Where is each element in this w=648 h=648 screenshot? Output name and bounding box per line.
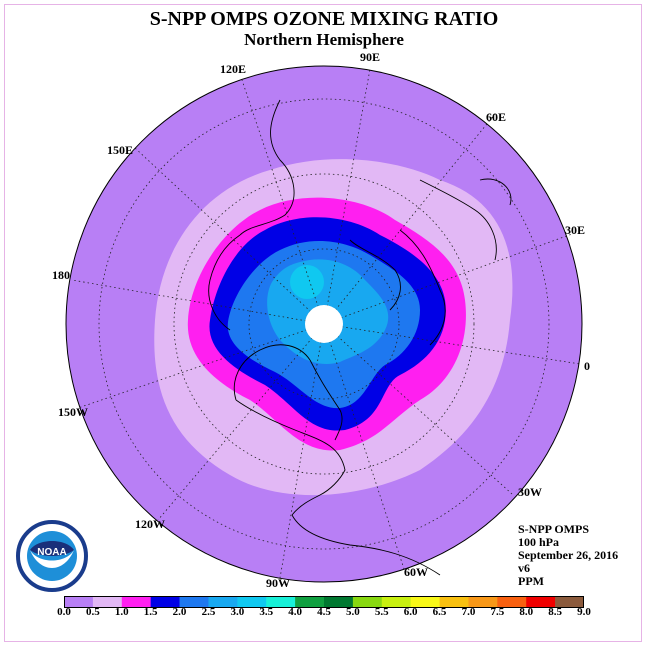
lon-label-90w: 90W	[266, 576, 290, 590]
colorbar-tick-label: 8.5	[548, 606, 562, 618]
colorbar-swatch	[208, 596, 238, 608]
colorbar-tick-label: 9.0	[577, 606, 591, 618]
ozone-core	[290, 265, 324, 299]
lon-label-150e: 150E	[107, 143, 134, 157]
colorbar-tick-label: 1.0	[114, 606, 129, 618]
colorbar-swatch	[555, 596, 584, 608]
colorbar-swatch	[381, 596, 411, 608]
info-version: v6	[518, 561, 530, 575]
lon-label-30w: 30W	[518, 485, 542, 499]
colorbar-swatch	[410, 596, 440, 608]
colorbar-tick-label: 6.0	[403, 606, 418, 618]
colorbar-ticks: 0.0 0.5 1.0 1.5 2.0 2.5 3.0 3.5 4.0 4.5 5.0 5.5 6.0 6…	[0, 606, 648, 622]
colorbar-swatch	[179, 596, 209, 608]
colorbar-swatch	[352, 596, 383, 608]
colorbar-tick-label: 2.0	[172, 606, 187, 618]
info-date: September 26, 2016	[518, 548, 619, 562]
lon-label-0: 0	[584, 359, 590, 373]
lon-label-120w: 120W	[135, 517, 165, 531]
noaa-logo: NOAA	[16, 520, 88, 592]
colorbar-tick-label: 1.5	[143, 606, 158, 618]
colorbar-swatch	[64, 596, 94, 608]
polar-hole	[305, 305, 343, 343]
lon-label-60w: 60W	[404, 565, 428, 579]
colorbar-swatch	[468, 596, 498, 608]
colorbar-tick-label: 2.5	[201, 606, 216, 618]
colorbar-swatch	[150, 596, 180, 608]
map-info: S-NPP OMPS 100 hPa September 26, 2016 v6…	[518, 523, 618, 588]
lon-label-30e: 30E	[565, 223, 586, 237]
colorbar-swatch	[295, 596, 325, 608]
colorbar-swatch	[266, 596, 296, 608]
noaa-logo-text: NOAA	[37, 547, 66, 558]
graticule	[71, 68, 581, 579]
colorbar-tick-label: 7.5	[490, 606, 505, 618]
colorbar-tick-label: 6.5	[432, 606, 447, 618]
colorbar-swatch	[324, 596, 354, 608]
colorbar-tick-label: 8.0	[519, 606, 534, 618]
colorbar-swatch	[439, 596, 469, 608]
coastlines	[208, 99, 512, 576]
info-instrument: S-NPP OMPS	[518, 522, 589, 536]
lon-label-120e: 120E	[220, 62, 247, 76]
colorbar-tick-label: 4.0	[288, 606, 302, 618]
colorbar	[64, 596, 584, 608]
colorbar-tick-label: 5.0	[346, 606, 360, 618]
colorbar-swatch	[92, 596, 123, 608]
colorbar-swatch	[121, 596, 151, 608]
colorbar-border	[64, 596, 584, 608]
colorbar-tick-label: 0.5	[86, 606, 100, 618]
colorbar-tick-label: 4.5	[317, 606, 331, 618]
colorbar-swatch	[237, 596, 267, 608]
colorbar-tick-label: 7.0	[461, 606, 476, 618]
colorbar-tick-label: 3.0	[230, 606, 245, 618]
lon-label-60e: 60E	[486, 110, 507, 124]
map-title: S-NPP OMPS OZONE MIXING RATIO	[149, 8, 499, 30]
map-border	[65, 65, 583, 583]
colorbar-tick-label: 5.5	[374, 606, 389, 618]
lon-label-90e: 90E	[360, 50, 381, 64]
colorbar-swatch	[497, 596, 527, 608]
map-subtitle: Northern Hemisphere	[244, 30, 404, 49]
figure-frame	[4, 4, 642, 642]
info-units: PPM	[518, 574, 544, 588]
lon-label-180: 180	[52, 268, 70, 282]
colorbar-tick-label: 0.0	[57, 606, 71, 618]
lon-label-150w: 150W	[58, 405, 88, 419]
info-level: 100 hPa	[518, 535, 560, 549]
colorbar-swatch	[526, 596, 556, 608]
colorbar-tick-label: 3.5	[259, 606, 274, 618]
